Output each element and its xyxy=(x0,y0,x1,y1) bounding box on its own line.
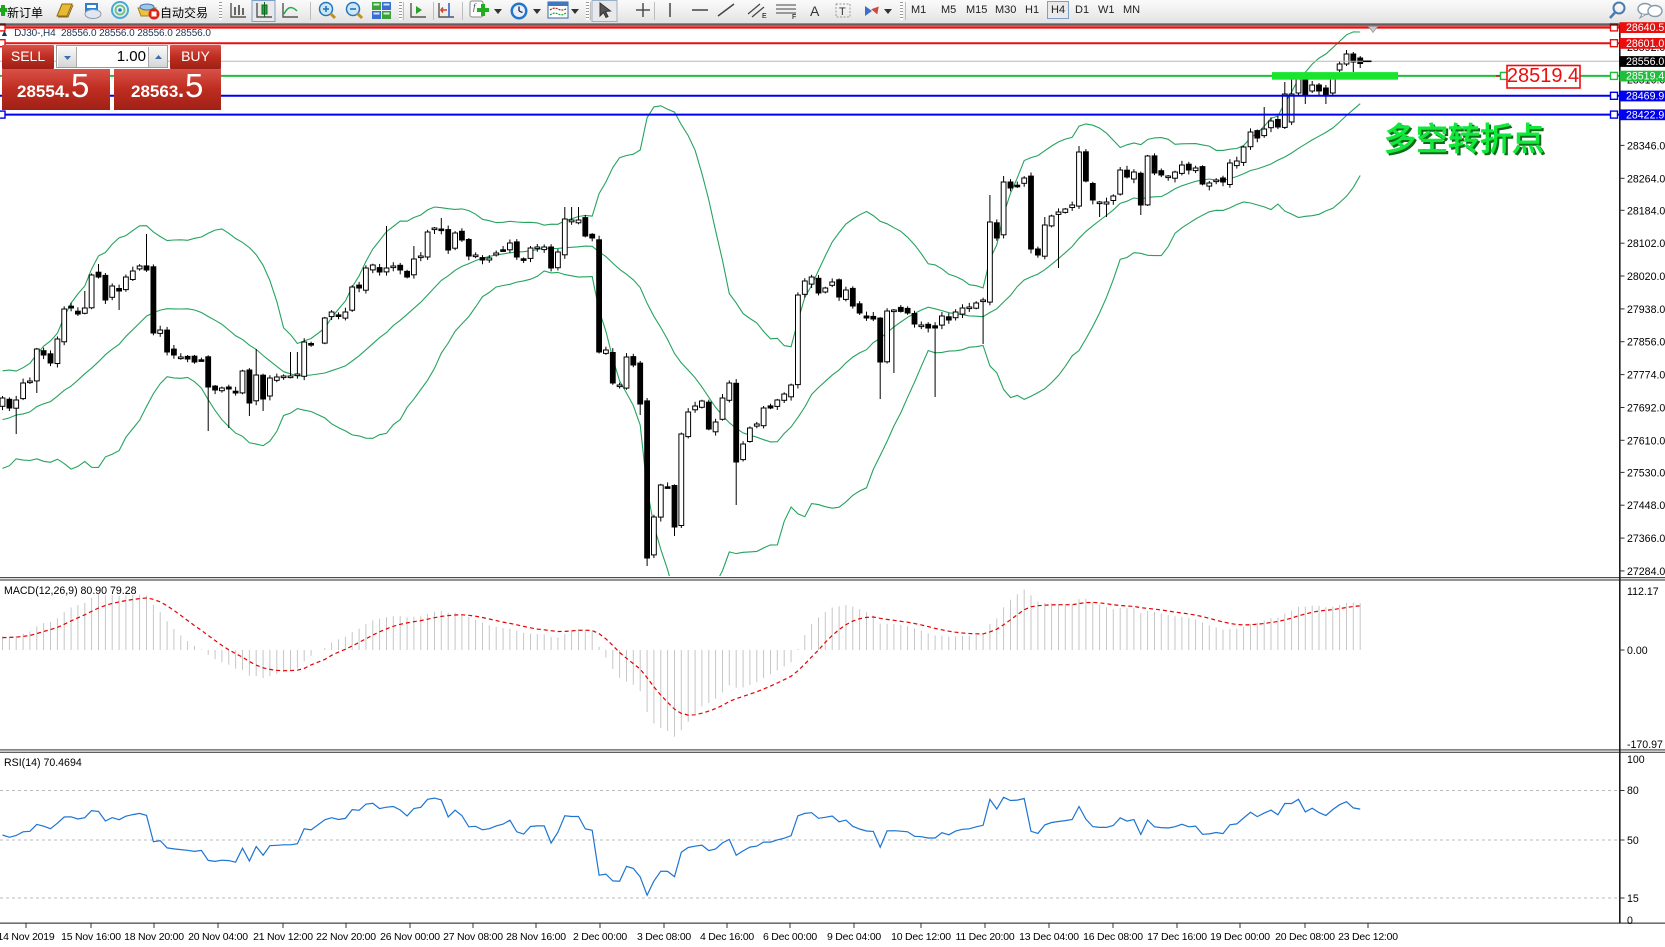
svg-text:9 Dec 04:00: 9 Dec 04:00 xyxy=(827,932,881,943)
svg-text:28184.0: 28184.0 xyxy=(1627,205,1665,217)
svg-text:20 Dec 08:00: 20 Dec 08:00 xyxy=(1275,932,1335,943)
svg-text:28519.4: 28519.4 xyxy=(1626,71,1664,83)
svg-text:MACD(12,26,9) 80.90 79.28: MACD(12,26,9) 80.90 79.28 xyxy=(4,585,137,597)
svg-text:20 Nov 04:00: 20 Nov 04:00 xyxy=(188,932,248,943)
svg-text:27530.0: 27530.0 xyxy=(1627,467,1665,479)
svg-text:28601.0: 28601.0 xyxy=(1626,38,1664,50)
svg-text:RSI(14) 70.4694: RSI(14) 70.4694 xyxy=(4,757,82,769)
svg-text:A: A xyxy=(810,3,820,19)
svg-text:27284.0: 27284.0 xyxy=(1627,566,1665,578)
svg-text:E: E xyxy=(762,13,767,20)
svg-text:28264.0: 28264.0 xyxy=(1627,173,1665,185)
svg-text:-170.97: -170.97 xyxy=(1627,739,1663,751)
svg-text:28020.0: 28020.0 xyxy=(1627,271,1665,283)
svg-text:F: F xyxy=(792,14,796,21)
svg-text:112.17: 112.17 xyxy=(1627,586,1659,598)
svg-text:21 Nov 12:00: 21 Nov 12:00 xyxy=(253,932,313,943)
svg-text:26 Nov 00:00: 26 Nov 00:00 xyxy=(380,932,440,943)
svg-text:27692.0: 27692.0 xyxy=(1627,403,1665,415)
svg-text:27448.0: 27448.0 xyxy=(1627,500,1665,512)
svg-text:3 Dec 08:00: 3 Dec 08:00 xyxy=(637,932,691,943)
svg-text:22 Nov 20:00: 22 Nov 20:00 xyxy=(316,932,376,943)
svg-text:4 Dec 16:00: 4 Dec 16:00 xyxy=(700,932,754,943)
svg-text:80: 80 xyxy=(1627,785,1639,797)
svg-text:50: 50 xyxy=(1627,835,1639,847)
svg-text:15 Nov 16:00: 15 Nov 16:00 xyxy=(61,932,121,943)
svg-text:6 Dec 00:00: 6 Dec 00:00 xyxy=(763,932,817,943)
svg-text:23 Dec 12:00: 23 Dec 12:00 xyxy=(1338,932,1398,943)
svg-text:28422.9: 28422.9 xyxy=(1626,109,1664,121)
svg-text:0.00: 0.00 xyxy=(1627,645,1648,657)
svg-text:27938.0: 27938.0 xyxy=(1627,304,1665,316)
svg-text:17 Dec 16:00: 17 Dec 16:00 xyxy=(1147,932,1207,943)
svg-text:27774.0: 27774.0 xyxy=(1627,370,1665,382)
svg-text:14 Nov 2019: 14 Nov 2019 xyxy=(0,932,55,943)
svg-text:28 Nov 16:00: 28 Nov 16:00 xyxy=(506,932,566,943)
svg-text:多空转折点: 多空转折点 xyxy=(1386,123,1546,159)
svg-text:28519.4: 28519.4 xyxy=(1507,65,1579,87)
svg-text:27366.0: 27366.0 xyxy=(1627,533,1665,545)
svg-text:T: T xyxy=(839,6,846,18)
svg-text:2 Dec 00:00: 2 Dec 00:00 xyxy=(573,932,627,943)
svg-text:28640.5: 28640.5 xyxy=(1626,22,1664,34)
svg-text:100: 100 xyxy=(1627,754,1645,766)
svg-text:19 Dec 00:00: 19 Dec 00:00 xyxy=(1210,932,1270,943)
svg-text:f: f xyxy=(473,2,477,12)
svg-text:多空转折点: 多空转折点 xyxy=(1384,121,1544,157)
svg-text:15: 15 xyxy=(1627,893,1639,905)
svg-text:10 Dec 12:00: 10 Dec 12:00 xyxy=(891,932,951,943)
svg-text:28102.0: 28102.0 xyxy=(1627,238,1665,250)
svg-text:28556.0: 28556.0 xyxy=(1626,56,1664,68)
svg-text:16 Dec 08:00: 16 Dec 08:00 xyxy=(1083,932,1143,943)
svg-text:27610.0: 27610.0 xyxy=(1627,435,1665,447)
svg-text:0: 0 xyxy=(1627,915,1633,927)
svg-text:27856.0: 27856.0 xyxy=(1627,337,1665,349)
svg-text:27 Nov 08:00: 27 Nov 08:00 xyxy=(443,932,503,943)
svg-text:28469.9: 28469.9 xyxy=(1626,91,1664,103)
svg-text:18 Nov 20:00: 18 Nov 20:00 xyxy=(124,932,184,943)
svg-text:11 Dec 20:00: 11 Dec 20:00 xyxy=(956,932,1015,943)
svg-text:28346.0: 28346.0 xyxy=(1627,140,1665,152)
svg-text:13 Dec 04:00: 13 Dec 04:00 xyxy=(1019,932,1079,943)
